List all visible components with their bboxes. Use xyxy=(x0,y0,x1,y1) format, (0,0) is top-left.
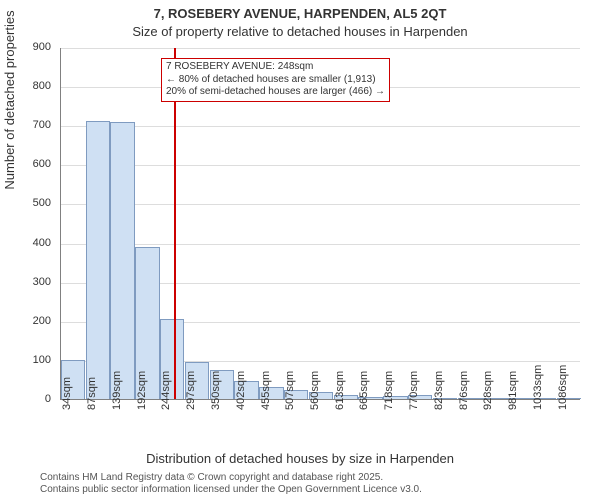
y-tick-label: 600 xyxy=(33,158,51,170)
x-tick-label: 139sqm xyxy=(111,371,123,410)
gridline xyxy=(61,48,580,49)
x-tick-label: 770sqm xyxy=(408,371,420,410)
y-axis-label: Number of detached properties xyxy=(2,0,17,250)
y-tick-label: 100 xyxy=(33,354,51,366)
chart-title: 7, ROSEBERY AVENUE, HARPENDEN, AL5 2QT xyxy=(0,6,600,21)
chart-container: 7, ROSEBERY AVENUE, HARPENDEN, AL5 2QT S… xyxy=(0,0,600,500)
annotation-line-3: 20% of semi-detached houses are larger (… xyxy=(166,86,385,99)
x-tick-label: 613sqm xyxy=(334,371,346,410)
x-tick-label: 823sqm xyxy=(433,371,445,410)
gridline xyxy=(61,165,580,166)
footer-line-1: Contains HM Land Registry data © Crown c… xyxy=(40,472,422,484)
bar xyxy=(110,122,134,399)
x-tick-label: 402sqm xyxy=(235,371,247,410)
y-tick-label: 0 xyxy=(45,393,51,405)
y-tick-label: 900 xyxy=(33,41,51,53)
x-tick-label: 665sqm xyxy=(358,371,370,410)
x-tick-label: 244sqm xyxy=(160,371,172,410)
x-tick-label: 1086sqm xyxy=(557,365,569,410)
gridline xyxy=(61,204,580,205)
x-axis-label: Distribution of detached houses by size … xyxy=(0,451,600,466)
annotation-line-2: ← 80% of detached houses are smaller (1,… xyxy=(166,74,385,87)
x-tick-label: 718sqm xyxy=(383,371,395,410)
x-tick-label: 34sqm xyxy=(61,377,73,410)
gridline xyxy=(61,126,580,127)
y-tick-label: 300 xyxy=(33,276,51,288)
x-tick-label: 507sqm xyxy=(284,371,296,410)
y-tick-label: 700 xyxy=(33,119,51,131)
y-tick-label: 800 xyxy=(33,80,51,92)
y-tick-label: 500 xyxy=(33,197,51,209)
x-tick-label: 192sqm xyxy=(136,371,148,410)
x-tick-label: 1033sqm xyxy=(532,365,544,410)
x-tick-label: 87sqm xyxy=(86,377,98,410)
chart-subtitle: Size of property relative to detached ho… xyxy=(0,24,600,39)
x-tick-label: 350sqm xyxy=(210,371,222,410)
x-tick-label: 560sqm xyxy=(309,371,321,410)
annotation-line-1: 7 ROSEBERY AVENUE: 248sqm xyxy=(166,61,385,74)
y-tick-label: 400 xyxy=(33,237,51,249)
x-tick-label: 876sqm xyxy=(458,371,470,410)
x-tick-label: 928sqm xyxy=(482,371,494,410)
x-tick-label: 455sqm xyxy=(260,371,272,410)
footer-line-2: Contains public sector information licen… xyxy=(40,484,422,496)
bar xyxy=(86,121,110,399)
y-tick-label: 200 xyxy=(33,315,51,327)
annotation-box: 7 ROSEBERY AVENUE: 248sqm← 80% of detach… xyxy=(161,58,390,102)
gridline xyxy=(61,244,580,245)
x-tick-label: 297sqm xyxy=(185,371,197,410)
x-tick-label: 981sqm xyxy=(507,371,519,410)
footer-attribution: Contains HM Land Registry data © Crown c… xyxy=(40,472,422,496)
plot-area: 010020030040050060070080090034sqm87sqm13… xyxy=(60,48,580,400)
